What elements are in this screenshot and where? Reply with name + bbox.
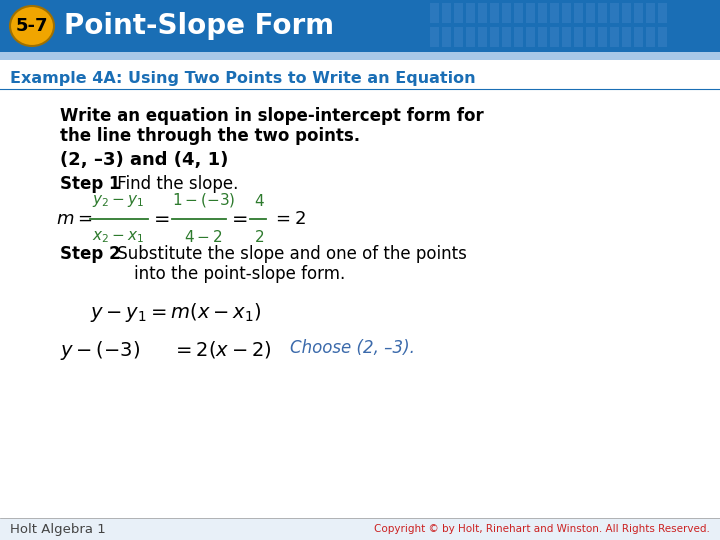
Bar	[538, 27, 547, 47]
Bar	[538, 3, 547, 23]
Text: $x_2 - x_1$: $x_2 - x_1$	[92, 229, 144, 245]
Bar	[430, 27, 439, 47]
Bar	[646, 3, 655, 23]
Text: $4$: $4$	[254, 193, 265, 209]
Text: $4-2$: $4-2$	[184, 229, 222, 245]
Bar	[598, 3, 607, 23]
Text: $y - (-3)$: $y - (-3)$	[60, 339, 140, 362]
Text: Step 1: Step 1	[60, 175, 120, 193]
Bar	[526, 27, 535, 47]
Bar	[526, 3, 535, 23]
Text: $=2$: $=2$	[272, 210, 306, 228]
Bar	[454, 3, 463, 23]
Text: $1-(-3)$: $1-(-3)$	[172, 191, 235, 209]
Ellipse shape	[10, 6, 54, 46]
Bar	[430, 3, 439, 23]
Bar	[574, 3, 583, 23]
Bar	[466, 27, 475, 47]
Text: Point-Slope Form: Point-Slope Form	[64, 12, 334, 40]
Text: Find the slope.: Find the slope.	[112, 175, 238, 193]
Bar	[442, 27, 451, 47]
Text: Step 2: Step 2	[60, 245, 121, 263]
Text: (2, –3) and (4, 1): (2, –3) and (4, 1)	[60, 151, 228, 169]
Bar	[502, 27, 511, 47]
Bar	[574, 27, 583, 47]
Bar	[0, 0, 720, 52]
Bar	[610, 3, 619, 23]
Text: the line through the two points.: the line through the two points.	[60, 127, 360, 145]
Bar	[0, 60, 720, 518]
Bar	[514, 27, 523, 47]
Bar	[490, 27, 499, 47]
Text: Example 4A: Using Two Points to Write an Equation: Example 4A: Using Two Points to Write an…	[10, 71, 476, 85]
Bar	[478, 3, 487, 23]
Bar	[442, 3, 451, 23]
Bar	[586, 3, 595, 23]
Bar	[454, 27, 463, 47]
Bar	[514, 3, 523, 23]
Bar	[634, 3, 643, 23]
Text: $y - y_1 = \mathit{m}(x - x_1)$: $y - y_1 = \mathit{m}(x - x_1)$	[90, 301, 261, 324]
Text: Substitute the slope and one of the points: Substitute the slope and one of the poin…	[112, 245, 467, 263]
Bar	[502, 3, 511, 23]
Text: $2$: $2$	[254, 229, 264, 245]
Bar	[466, 3, 475, 23]
Text: $m=$: $m=$	[56, 210, 92, 228]
Bar	[562, 27, 571, 47]
Bar	[586, 27, 595, 47]
Bar	[634, 27, 643, 47]
Text: =: =	[232, 210, 248, 228]
Text: Copyright © by Holt, Rinehart and Winston. All Rights Reserved.: Copyright © by Holt, Rinehart and Winsto…	[374, 524, 710, 534]
Bar	[598, 27, 607, 47]
Bar	[658, 27, 667, 47]
Text: =: =	[154, 210, 171, 228]
Bar	[0, 52, 720, 60]
Text: 5-7: 5-7	[16, 17, 48, 35]
Text: Write an equation in slope-intercept form for: Write an equation in slope-intercept for…	[60, 107, 484, 125]
Bar	[562, 3, 571, 23]
Bar	[550, 27, 559, 47]
Bar	[658, 3, 667, 23]
Text: into the point-slope form.: into the point-slope form.	[134, 265, 346, 283]
Bar	[550, 3, 559, 23]
Bar	[622, 3, 631, 23]
Bar	[622, 27, 631, 47]
Bar	[646, 27, 655, 47]
Text: $= 2(x - 2)$: $= 2(x - 2)$	[172, 339, 272, 360]
Bar	[478, 27, 487, 47]
Bar	[610, 27, 619, 47]
Bar	[490, 3, 499, 23]
Text: Holt Algebra 1: Holt Algebra 1	[10, 523, 106, 536]
Text: $y_2 - y_1$: $y_2 - y_1$	[92, 193, 144, 209]
Text: Choose (2, –3).: Choose (2, –3).	[290, 339, 415, 357]
